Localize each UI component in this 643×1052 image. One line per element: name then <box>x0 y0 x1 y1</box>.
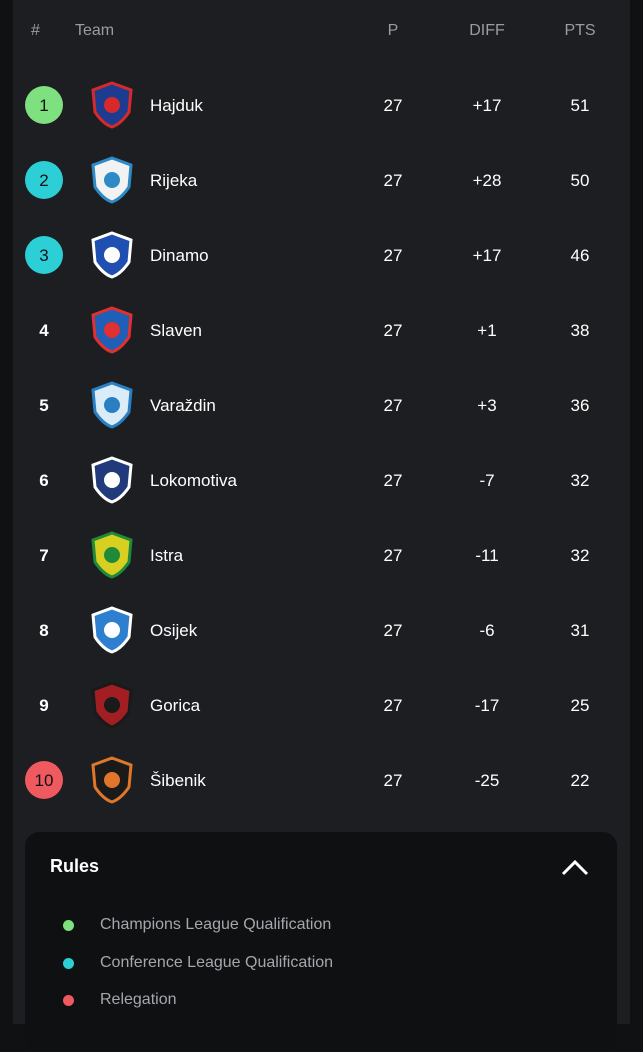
played: 27 <box>383 696 403 715</box>
team-logo <box>91 306 133 354</box>
page: # Team P DIFF PTS 1 Hajduk 27 +17 51 2 Rijeka 27 +28 5… <box>13 0 630 1024</box>
team-row[interactable]: 3 Dinamo 27 +17 46 <box>13 218 630 293</box>
goal-diff: +28 <box>472 171 502 190</box>
played: 27 <box>383 771 403 790</box>
team-name: Rijeka <box>150 171 198 190</box>
goal-diff: -7 <box>479 471 495 490</box>
played: 27 <box>383 96 403 115</box>
team-name: Šibenik <box>150 771 206 790</box>
team-row[interactable]: 1 Hajduk 27 +17 51 <box>13 68 630 143</box>
team-logo <box>91 381 133 429</box>
played: 27 <box>383 621 403 640</box>
column-header: PTS <box>564 22 596 39</box>
rank: 7 <box>39 546 49 565</box>
rank-badge <box>25 161 63 199</box>
team-logo <box>91 231 133 279</box>
goal-diff: -17 <box>474 696 500 715</box>
played: 27 <box>383 546 403 565</box>
points: 36 <box>570 396 590 415</box>
goal-diff: +17 <box>472 96 502 115</box>
legend-dot <box>63 995 74 1006</box>
points: 46 <box>570 246 590 265</box>
team-row[interactable]: 10 Šibenik 27 -25 22 <box>13 743 630 818</box>
rank: 8 <box>39 621 49 640</box>
rules-title: Rules <box>50 856 100 876</box>
rank: 9 <box>39 696 49 715</box>
column-header: DIFF <box>469 22 505 39</box>
team-row[interactable]: 2 Rijeka 27 +28 50 <box>13 143 630 218</box>
rank: 10 <box>34 771 54 790</box>
collapse-chevron[interactable] <box>560 858 590 878</box>
team-logo <box>91 606 133 654</box>
points: 50 <box>570 171 590 190</box>
points: 38 <box>570 321 590 340</box>
team-name: Dinamo <box>150 246 209 265</box>
rank: 4 <box>39 321 49 340</box>
rule-label: Champions League Qualification <box>100 916 332 933</box>
team-row[interactable]: 4 Slaven 27 +1 38 <box>13 293 630 368</box>
points: 25 <box>570 696 590 715</box>
legend-dot <box>63 957 74 969</box>
played: 27 <box>383 246 403 265</box>
legend-dot <box>63 920 74 931</box>
rank-badge <box>25 761 63 799</box>
goal-diff: -6 <box>479 621 495 640</box>
team-name: Osijek <box>150 621 198 640</box>
points: 31 <box>570 621 590 640</box>
rank-badge <box>25 86 63 124</box>
column-header: # <box>31 22 40 39</box>
played: 27 <box>383 396 403 415</box>
points: 32 <box>570 471 590 490</box>
rank: 2 <box>39 171 49 190</box>
team-logo <box>91 756 133 804</box>
played: 27 <box>383 321 403 340</box>
goal-diff: +1 <box>477 321 497 340</box>
goal-diff: +3 <box>477 396 497 415</box>
rank: 1 <box>39 96 49 115</box>
rule-label: Relegation <box>100 991 177 1008</box>
rules-panel[interactable]: Rules Champions League Qualification Conf… <box>25 832 617 1052</box>
column-header: Team <box>75 22 115 39</box>
points: 32 <box>570 546 590 565</box>
column-header: P <box>387 22 399 39</box>
rule-label: Conference League Qualification <box>100 953 334 971</box>
rank: 6 <box>39 471 49 490</box>
rank: 3 <box>39 246 49 265</box>
played: 27 <box>383 471 403 490</box>
team-name: Slaven <box>150 321 202 340</box>
team-row[interactable]: 7 Istra 27 -11 32 <box>13 518 630 593</box>
played: 27 <box>383 171 403 190</box>
team-logo <box>91 531 133 579</box>
team-name: Varaždin <box>150 396 216 415</box>
team-row[interactable]: 5 Varaždin 27 +3 36 <box>13 368 630 443</box>
team-row[interactable]: 8 Osijek 27 -6 31 <box>13 593 630 668</box>
points: 22 <box>570 771 590 790</box>
team-logo <box>91 156 133 204</box>
goal-diff: +17 <box>472 246 502 265</box>
rank: 5 <box>39 396 49 415</box>
team-logo <box>91 456 133 504</box>
goal-diff: -25 <box>474 771 500 790</box>
team-name: Lokomotiva <box>150 471 237 490</box>
team-logo <box>91 81 133 129</box>
goal-diff: -11 <box>475 546 499 565</box>
team-logo <box>91 681 133 729</box>
rank-badge <box>25 236 63 274</box>
team-name: Hajduk <box>150 96 203 115</box>
team-row[interactable]: 6 Lokomotiva 27 -7 32 <box>13 443 630 518</box>
team-row[interactable]: 9 Gorica 27 -17 25 <box>13 668 630 743</box>
points: 51 <box>570 96 590 115</box>
team-name: Istra <box>150 546 184 565</box>
team-name: Gorica <box>150 696 201 715</box>
